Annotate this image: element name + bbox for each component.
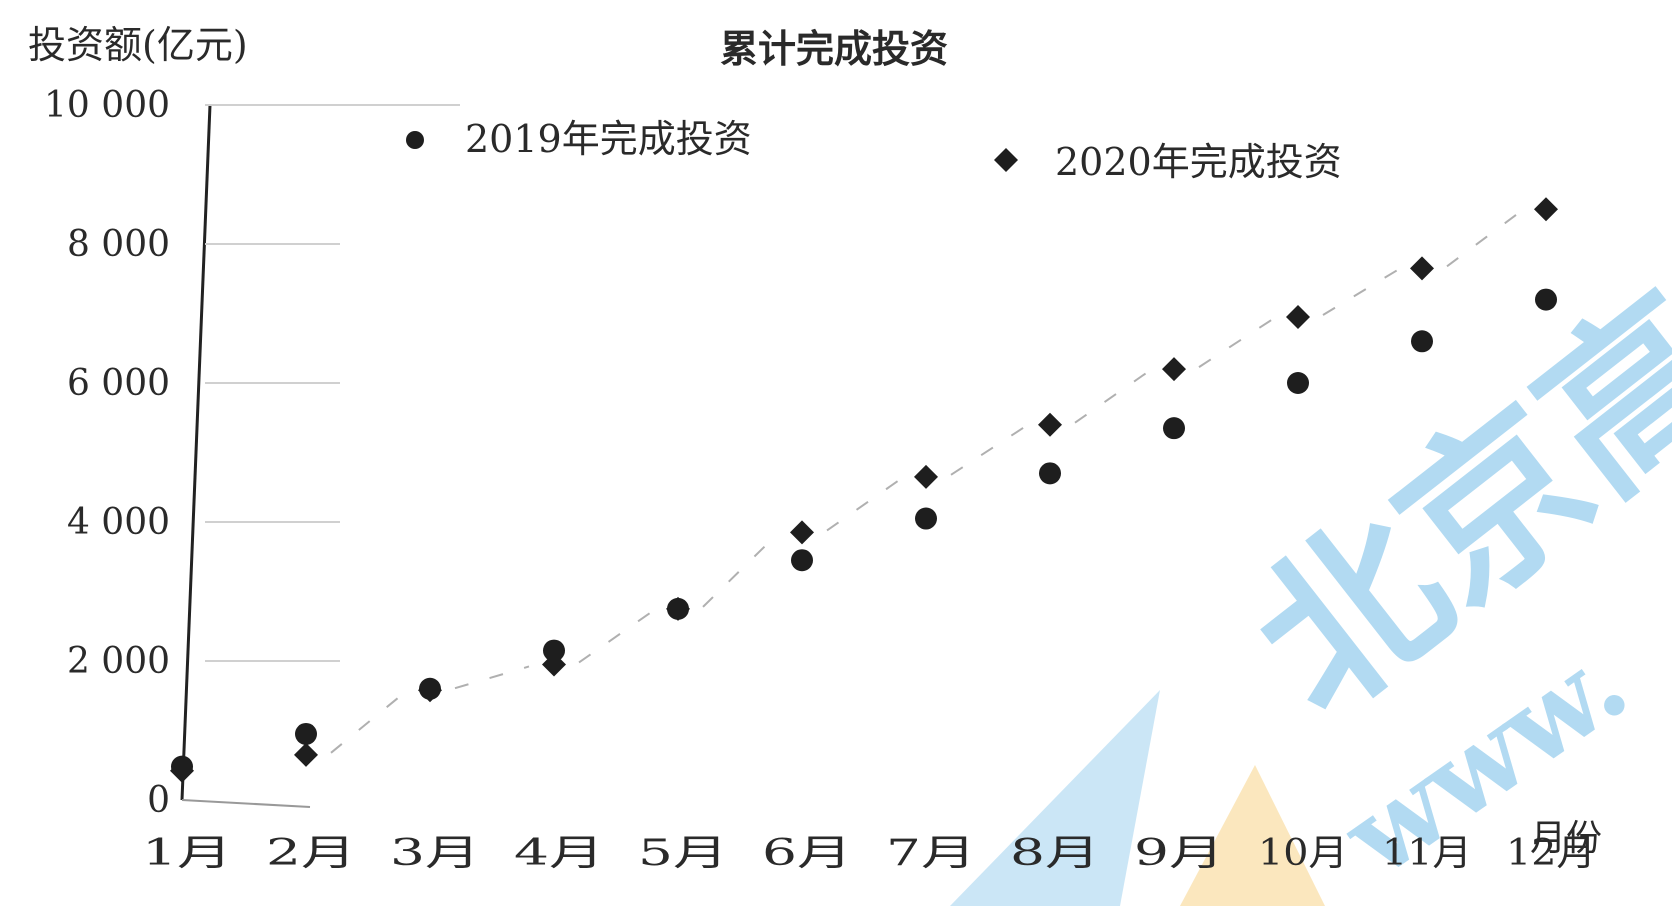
point-2020-6月: [790, 520, 814, 545]
point-2020-7月: [914, 464, 938, 489]
trend-dash: [1446, 210, 1522, 268]
x-axis-line: [181, 799, 311, 808]
trend-dash: [454, 665, 530, 690]
point-2019-11月: [1411, 330, 1433, 353]
x-tick-label: 10月: [1258, 833, 1348, 874]
point-2020-8月: [1038, 412, 1062, 437]
legend-label-2019: 2019年完成投资: [465, 117, 752, 161]
point-2020-3月: [418, 678, 442, 703]
y-axis-label: 投资额(亿元): [28, 23, 248, 67]
y-tick-labels: 0 2 000 4 000 6 000 8 000 10 000: [44, 85, 460, 821]
point-2020-1月: [170, 758, 194, 783]
point-2019-12月: [1535, 288, 1557, 311]
point-2020-11月: [1410, 256, 1434, 281]
y-tick-label: 8 000: [67, 224, 170, 265]
legend-label-2020: 2020年完成投资: [1055, 140, 1342, 184]
x-tick-label: 7月: [886, 833, 976, 874]
y-tick-label: 0: [147, 780, 170, 821]
point-2020-12月: [1534, 197, 1558, 222]
point-2019-2月: [295, 722, 317, 745]
x-tick-label: 2月: [266, 833, 356, 874]
x-tick-label: 1月: [142, 833, 232, 874]
point-2020-4月: [542, 652, 566, 677]
trend-dash: [330, 691, 406, 754]
x-tick-label: 12月: [1506, 833, 1596, 874]
legend-marker-2020: [994, 148, 1018, 172]
trend-dash: [950, 425, 1026, 476]
legend-marker-2019: [406, 131, 424, 149]
y-axis-line: [180, 104, 212, 801]
trend-dash: [578, 610, 654, 664]
x-axis-label: 月份: [1530, 818, 1602, 859]
point-2019-10月: [1287, 372, 1309, 394]
point-2019-6月: [791, 549, 813, 572]
trend-dash: [1322, 269, 1398, 316]
x-tick-label: 8月: [1010, 833, 1100, 874]
legend: 2019年完成投资 2020年完成投资: [406, 117, 1342, 184]
point-2020-9月: [1162, 357, 1186, 382]
y-tick-label: 6 000: [67, 363, 170, 404]
chart-title: 累计完成投资: [720, 26, 948, 71]
trend-dash: [1198, 318, 1274, 368]
trend-dash: [1074, 370, 1150, 424]
trend-dash: [702, 533, 778, 608]
point-2020-2月: [294, 742, 318, 767]
data-points: [170, 197, 1558, 783]
point-2019-4月: [543, 639, 565, 662]
watermark: 北京高 www.: [950, 255, 1672, 906]
x-tick-label: 6月: [762, 833, 852, 874]
point-2019-8月: [1039, 462, 1061, 485]
point-2019-7月: [915, 507, 937, 530]
x-tick-label: 9月: [1134, 833, 1224, 874]
x-tick-label: 4月: [514, 833, 604, 874]
x-tick-label: 5月: [638, 833, 728, 874]
y-tick-label: 4 000: [67, 502, 170, 543]
point-2020-5月: [666, 596, 690, 621]
trend-dashes: [330, 210, 1522, 754]
y-tick-label: 10 000: [44, 85, 170, 126]
x-tick-label: 11月: [1382, 833, 1472, 874]
point-2020-10月: [1286, 304, 1310, 329]
point-2019-9月: [1163, 417, 1185, 440]
y-tick-label: 2 000: [67, 641, 170, 682]
x-tick-label: 3月: [390, 833, 480, 874]
trend-dash: [826, 478, 902, 532]
